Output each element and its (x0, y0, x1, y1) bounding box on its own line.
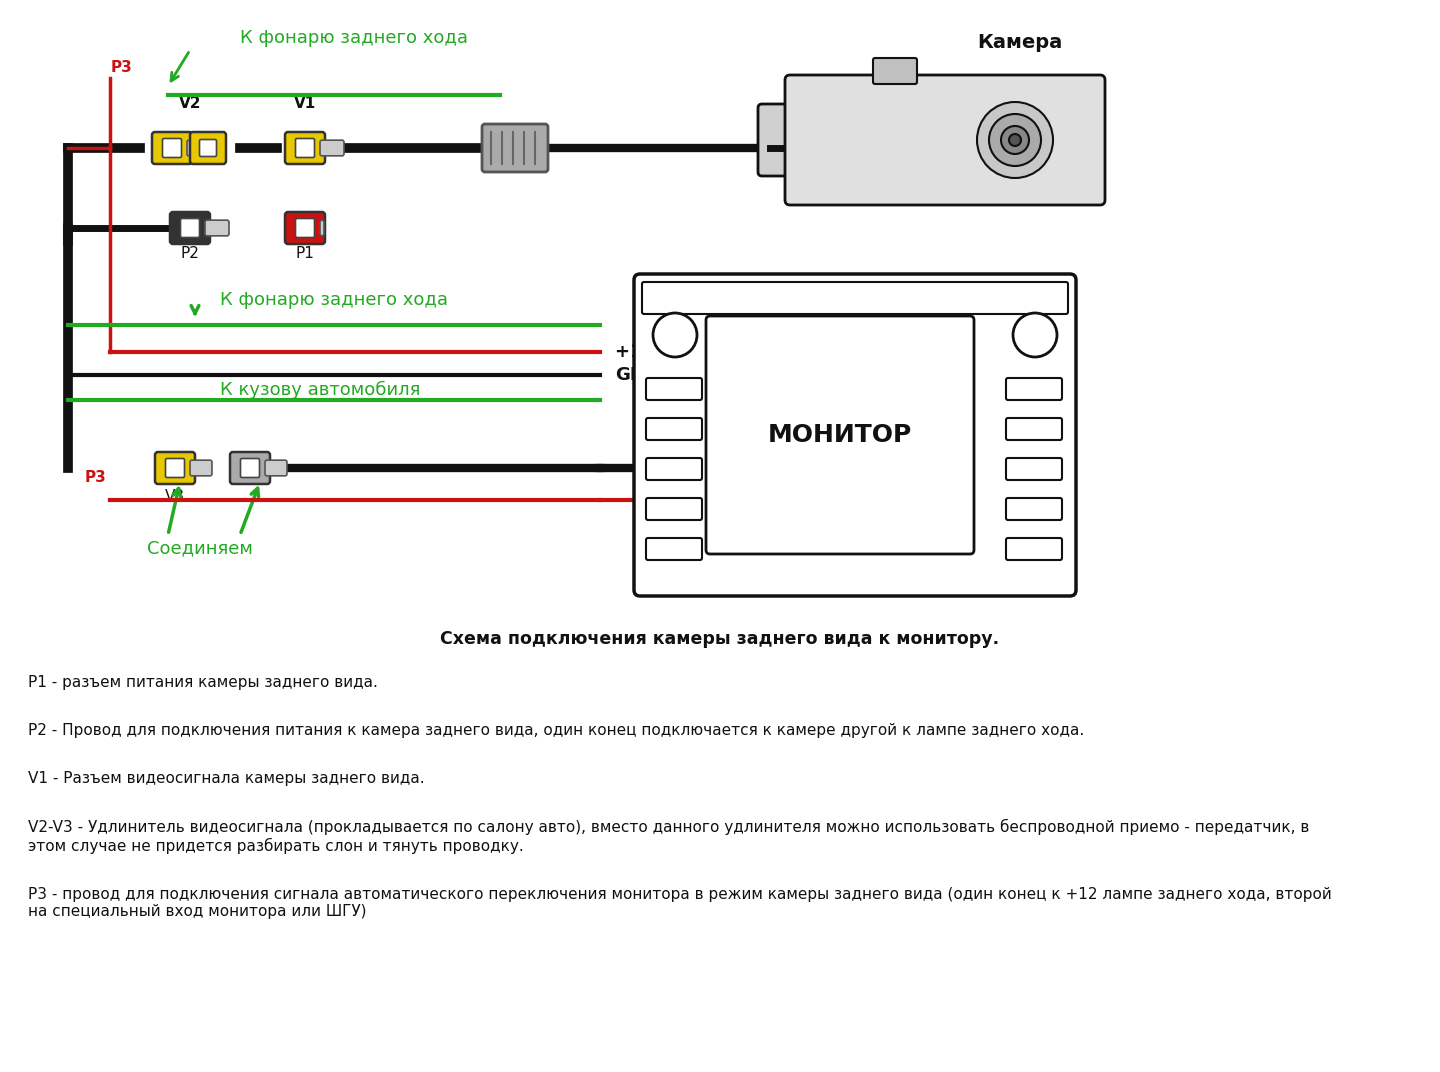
Circle shape (1009, 134, 1021, 146)
FancyBboxPatch shape (785, 75, 1104, 205)
Text: P1 - разъем питания камеры заднего вида.: P1 - разъем питания камеры заднего вида. (27, 675, 377, 690)
Text: P2: P2 (180, 245, 199, 260)
Text: P1: P1 (295, 245, 314, 260)
Text: Схема подключения камеры заднего вида к монитору.: Схема подключения камеры заднего вида к … (441, 630, 999, 647)
FancyBboxPatch shape (240, 459, 259, 477)
FancyBboxPatch shape (190, 460, 212, 476)
FancyBboxPatch shape (873, 58, 917, 84)
FancyBboxPatch shape (320, 220, 324, 236)
Text: P2 - Провод для подключения питания к камера заднего вида, один конец подключает: P2 - Провод для подключения питания к ка… (27, 723, 1084, 738)
FancyBboxPatch shape (1007, 538, 1063, 560)
FancyBboxPatch shape (295, 138, 314, 158)
Text: P3: P3 (85, 470, 107, 485)
FancyBboxPatch shape (320, 140, 344, 155)
Text: V2: V2 (179, 96, 202, 111)
Text: МОНИТОР: МОНИТОР (768, 423, 912, 447)
Circle shape (652, 313, 697, 357)
Text: К фонарю заднего хода: К фонарю заднего хода (240, 29, 468, 47)
FancyBboxPatch shape (204, 220, 229, 236)
FancyBboxPatch shape (163, 138, 181, 158)
FancyBboxPatch shape (295, 219, 314, 238)
Circle shape (976, 102, 1053, 178)
FancyBboxPatch shape (156, 452, 194, 483)
FancyBboxPatch shape (1007, 458, 1063, 480)
Circle shape (1001, 126, 1030, 154)
FancyBboxPatch shape (634, 274, 1076, 596)
Text: К кузову автомобиля: К кузову автомобиля (220, 381, 420, 399)
Text: P3: P3 (111, 60, 132, 75)
Text: К фонарю заднего хода: К фонарю заднего хода (220, 291, 448, 309)
FancyBboxPatch shape (706, 316, 973, 554)
FancyBboxPatch shape (757, 104, 796, 176)
FancyBboxPatch shape (200, 139, 216, 157)
FancyBboxPatch shape (647, 418, 703, 440)
Text: GND: GND (615, 366, 660, 384)
Text: Камера: Камера (978, 33, 1063, 53)
Circle shape (989, 114, 1041, 166)
FancyBboxPatch shape (285, 132, 325, 164)
FancyBboxPatch shape (482, 124, 549, 172)
FancyBboxPatch shape (647, 378, 703, 400)
Text: Соединяем: Соединяем (147, 539, 253, 557)
FancyBboxPatch shape (1007, 498, 1063, 520)
FancyBboxPatch shape (187, 140, 209, 155)
FancyBboxPatch shape (265, 460, 287, 476)
FancyBboxPatch shape (1007, 378, 1063, 400)
Text: V1: V1 (294, 96, 317, 111)
Text: +12 В: +12 В (615, 343, 675, 361)
Text: Р3 - провод для подключения сигнала автоматического переключения монитора в режи: Р3 - провод для подключения сигнала авто… (27, 887, 1332, 920)
FancyBboxPatch shape (1007, 418, 1063, 440)
FancyBboxPatch shape (647, 498, 703, 520)
Text: V2-V3 - Удлинитель видеосигнала (прокладывается по салону авто), вместо данного : V2-V3 - Удлинитель видеосигнала (проклад… (27, 819, 1309, 854)
FancyBboxPatch shape (170, 212, 210, 244)
FancyBboxPatch shape (190, 132, 226, 164)
Circle shape (1012, 313, 1057, 357)
FancyBboxPatch shape (180, 219, 200, 238)
FancyBboxPatch shape (642, 282, 1068, 314)
FancyBboxPatch shape (647, 458, 703, 480)
FancyBboxPatch shape (153, 132, 192, 164)
FancyBboxPatch shape (230, 452, 271, 483)
Text: V1 - Разъем видеосигнала камеры заднего вида.: V1 - Разъем видеосигнала камеры заднего … (27, 771, 425, 786)
FancyBboxPatch shape (166, 459, 184, 477)
FancyBboxPatch shape (285, 212, 325, 244)
FancyBboxPatch shape (647, 538, 703, 560)
Text: V3: V3 (166, 489, 186, 504)
